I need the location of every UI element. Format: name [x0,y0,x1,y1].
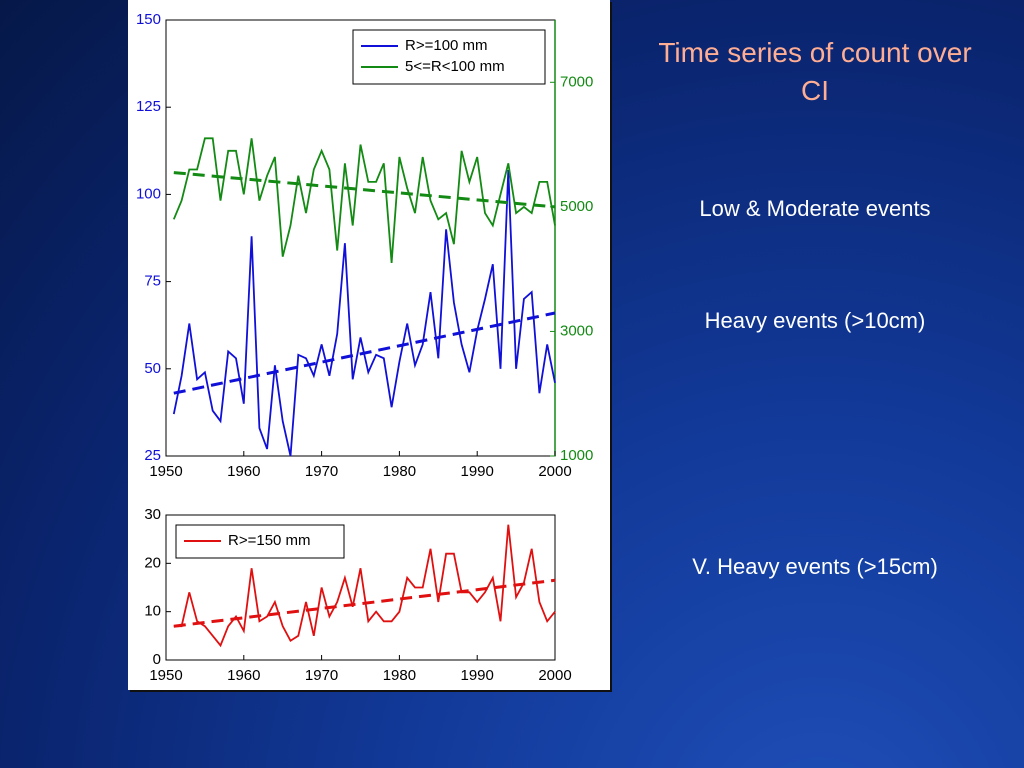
y2-tick-label: 5000 [560,198,593,215]
series-line [172,169,556,457]
y-tick-label: 150 [136,11,161,28]
plot-frame [165,514,556,661]
x-tick-label: 2000 [538,667,571,684]
series-line [173,524,556,648]
label: V. Heavy events (>15cm) [692,554,938,579]
y2-tick-label: 7000 [560,73,593,90]
x-tick-label: 1980 [383,463,416,480]
y2-tick-label: 1000 [560,447,593,464]
y-tick-label: 20 [144,554,161,571]
x-tick-label: 1990 [461,667,494,684]
y2-tick-label: 3000 [560,322,593,339]
x-tick-label: 1960 [227,667,260,684]
y-tick-label: 25 [144,447,161,464]
label: Heavy events (>10cm) [704,308,926,333]
y-tick-label: 50 [144,360,161,377]
x-tick-label: 1960 [227,463,260,480]
x-tick-label: 1980 [383,667,416,684]
legend-label: 5<=R<100 mm [405,58,505,75]
trend-line [173,171,556,209]
x-tick-label: 1950 [149,667,182,684]
x-tick-label: 2000 [538,463,571,480]
series-line [172,137,556,263]
x-tick-label: 1970 [305,667,338,684]
slide-title: Time series of count over CI [658,37,972,106]
x-tick-label: 1990 [461,463,494,480]
label: Low & Moderate events [699,196,931,221]
legend-box [352,29,546,85]
legend-label: R>=100 mm [405,37,488,54]
y-tick-label: 100 [136,185,161,202]
y-tick-label: 30 [144,506,161,523]
y-tick-label: 125 [136,98,161,115]
figure-panel [128,0,610,690]
x-tick-label: 1970 [305,463,338,480]
legend-label: R>=150 mm [228,532,311,549]
y-tick-label: 10 [144,603,161,620]
y-tick-label: 75 [144,273,161,290]
x-tick-label: 1950 [149,463,182,480]
y-tick-label: 0 [153,651,161,668]
